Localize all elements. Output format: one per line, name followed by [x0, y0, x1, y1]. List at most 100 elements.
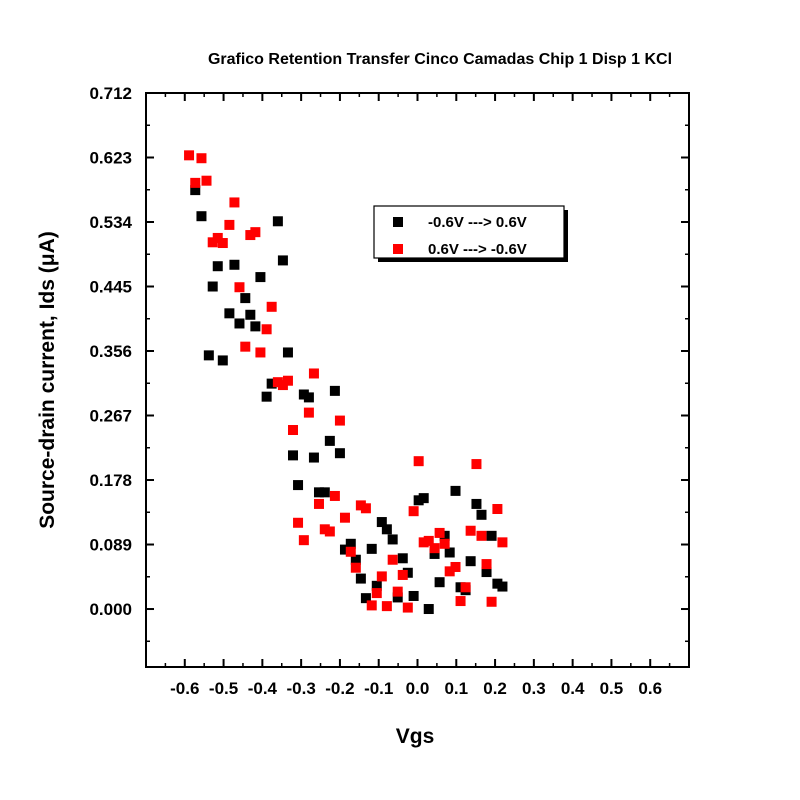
x-tick-label: 0.2 — [483, 679, 507, 698]
data-point-series-1 — [217, 355, 228, 366]
x-axis-label: Vgs — [396, 725, 435, 748]
x-tick-label: 0.1 — [444, 679, 468, 698]
data-point-series-1 — [334, 448, 345, 459]
data-point-series-2 — [360, 503, 371, 514]
data-point-series-1 — [313, 487, 324, 498]
data-point-series-1 — [250, 321, 261, 332]
data-point-series-1 — [492, 578, 503, 589]
data-point-series-2 — [439, 538, 450, 549]
x-tick-label: -0.6 — [170, 679, 199, 698]
data-point-series-2 — [476, 530, 487, 541]
data-point-series-2 — [434, 527, 445, 538]
x-tick-label: 0.4 — [561, 679, 585, 698]
data-point-series-2 — [298, 535, 309, 546]
data-point-series-2 — [402, 602, 413, 613]
data-point-series-2 — [345, 546, 356, 557]
data-point-series-2 — [392, 586, 403, 597]
data-point-series-2 — [450, 561, 461, 572]
y-tick-label: 0.534 — [89, 213, 132, 232]
data-point-series-2 — [423, 535, 434, 546]
data-point-series-2 — [334, 415, 345, 426]
data-point-series-1 — [255, 272, 266, 283]
data-point-series-2 — [429, 543, 440, 554]
data-points — [184, 150, 508, 615]
data-point-series-1 — [212, 261, 223, 272]
data-point-series-2 — [184, 150, 195, 161]
data-point-series-1 — [319, 487, 330, 498]
y-axis: 0.000 0.089 0.178 0.267 0.356 0.445 0.534 0.623… — [89, 84, 689, 643]
data-point-series-2 — [486, 596, 497, 607]
x-tick-label: 0.0 — [406, 679, 430, 698]
data-point-series-2 — [329, 490, 340, 501]
plot-area — [145, 92, 690, 668]
data-point-series-2 — [212, 232, 223, 243]
legend-box — [373, 205, 565, 259]
data-point-series-2 — [376, 571, 387, 582]
data-point-series-2 — [250, 227, 261, 238]
data-point-series-2 — [201, 175, 212, 186]
y-axis-label: Source-drain current, Ids (μA) — [36, 231, 59, 529]
data-point-series-2 — [471, 459, 482, 470]
data-point-series-2 — [418, 537, 429, 548]
plot-frame — [145, 92, 690, 668]
data-point-series-1 — [486, 530, 497, 541]
legend-label: -0.6V ---> 0.6V — [428, 214, 527, 231]
legend-label: 0.6V ---> -0.6V — [428, 241, 527, 258]
data-point-series-2 — [234, 282, 245, 293]
data-point-series-1 — [345, 538, 356, 549]
x-tick-label: -0.2 — [325, 679, 354, 698]
data-point-series-2 — [444, 566, 455, 577]
data-point-series-1 — [392, 592, 403, 603]
data-point-series-1 — [366, 543, 377, 554]
data-point-series-2 — [272, 377, 283, 388]
data-point-series-1 — [471, 498, 482, 509]
data-point-series-1 — [439, 530, 450, 541]
data-point-series-1 — [240, 293, 251, 304]
x-tick-label: 0.6 — [638, 679, 662, 698]
data-point-series-1 — [429, 548, 440, 559]
data-point-series-2 — [313, 498, 324, 509]
data-point-series-2 — [481, 559, 492, 570]
data-point-series-2 — [255, 347, 266, 358]
data-point-series-1 — [234, 318, 245, 329]
data-point-series-2 — [277, 380, 288, 391]
data-point-series-1 — [339, 544, 350, 555]
data-point-series-2 — [190, 177, 201, 188]
data-point-series-1 — [397, 553, 408, 564]
data-point-series-1 — [308, 452, 319, 463]
data-point-series-1 — [196, 211, 207, 222]
data-point-series-1 — [203, 350, 214, 361]
data-point-series-2 — [366, 600, 377, 611]
y-tick-label: 0.178 — [89, 471, 132, 490]
x-tick-label: -0.1 — [364, 679, 393, 698]
data-point-series-1 — [376, 517, 387, 528]
data-point-series-2 — [196, 153, 207, 164]
data-point-series-1 — [355, 573, 366, 584]
data-point-series-2 — [492, 504, 503, 515]
x-tick-label: 0.3 — [522, 679, 546, 698]
data-point-series-1 — [408, 590, 419, 601]
legend-marker — [393, 244, 403, 254]
data-point-series-2 — [303, 407, 314, 418]
data-point-series-1 — [476, 509, 487, 520]
data-point-series-2 — [381, 601, 392, 612]
data-point-series-2 — [339, 512, 350, 523]
data-point-series-2 — [308, 368, 319, 379]
data-point-series-2 — [455, 596, 466, 607]
data-point-series-1 — [360, 593, 371, 604]
y-tick-label: 0.356 — [89, 342, 132, 361]
data-point-series-2 — [413, 456, 424, 467]
x-tick-label: 0.5 — [600, 679, 624, 698]
data-point-series-1 — [371, 580, 382, 591]
y-tick-label: 0.267 — [89, 407, 132, 426]
data-point-series-1 — [272, 216, 283, 227]
data-point-series-2 — [282, 375, 293, 386]
data-point-series-1 — [423, 604, 434, 615]
data-point-series-1 — [450, 485, 461, 496]
y-tick-label: 0.089 — [89, 536, 132, 555]
x-axis: -0.6 -0.5 -0.4 -0.3 -0.2 -0.1 0.0 0.1 0.2 0.3 0.4 0… — [164, 93, 671, 698]
data-point-series-2 — [266, 301, 277, 312]
y-tick-label: 0.445 — [89, 278, 132, 297]
data-point-series-2 — [245, 230, 256, 241]
data-point-series-1 — [381, 524, 392, 535]
